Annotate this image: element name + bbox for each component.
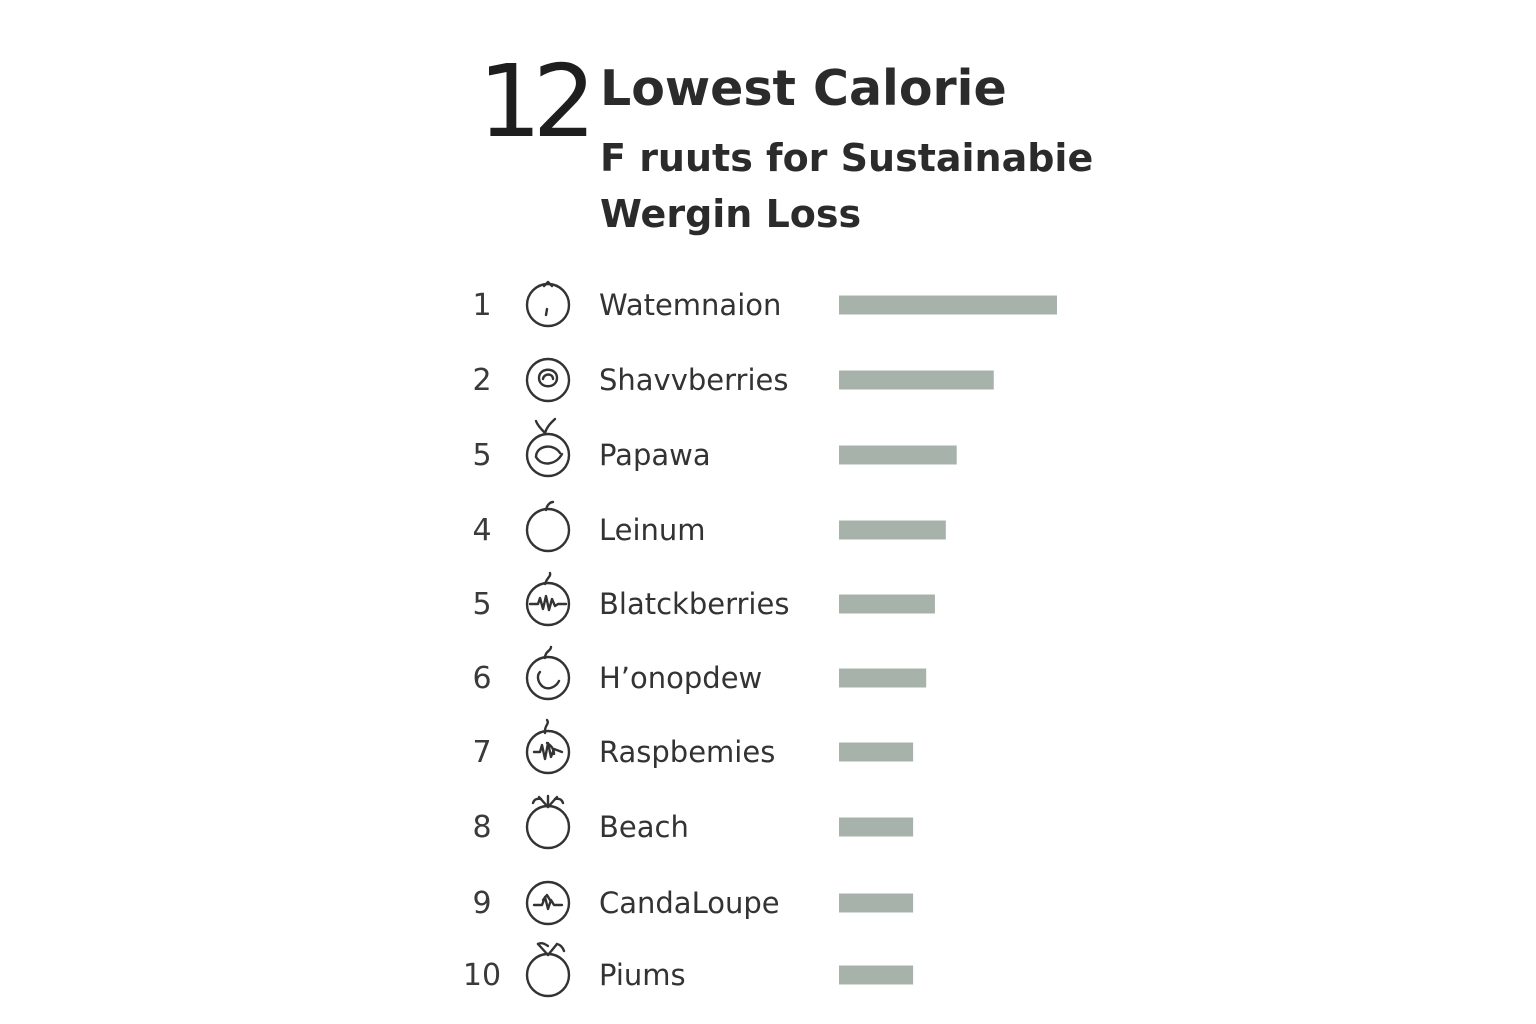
rank-number: 1 [472,288,491,323]
fruit-label: Leinum [599,513,706,547]
strawberry-icon [525,357,571,403]
bar [839,817,914,837]
blackberry-icon [525,571,571,627]
peach-icon [525,794,571,850]
rank-number: 8 [472,810,491,845]
fruit-label: Papawa [599,438,711,472]
fruit-label: Beach [599,810,689,844]
bar [839,520,946,540]
list-count-number: 12 [478,43,596,160]
page-subtitle-line-2: Wergin Loss [600,192,862,236]
rank-number: 6 [472,661,491,696]
fruit-label: H’onopdew [599,661,762,695]
cantaloupe-icon [525,880,571,926]
rank-number: 2 [472,363,491,398]
fruit-label: Piums [599,958,686,992]
fruit-label: Shavvberries [599,363,788,397]
fruit-label: Watemnaion [599,288,781,322]
bar [839,594,935,614]
page-subtitle-line-1: F ruuts for Sustainabie [600,136,1094,180]
bar [839,965,914,985]
rank-number: 5 [472,438,491,473]
honeydew-icon [525,645,571,701]
rank-number: 10 [463,958,501,993]
fruit-label: Raspbemies [599,735,775,769]
bar [839,893,914,913]
raspberry-icon [525,718,571,775]
bar [839,668,927,688]
bar [839,742,914,762]
rank-number: 7 [472,735,491,770]
rank-number: 9 [472,886,491,921]
fruit-label: Blatckberries [599,587,789,621]
watermelon-icon [525,280,571,328]
rank-number: 5 [472,587,491,622]
rank-number: 4 [472,513,491,548]
papaya-icon [525,417,571,478]
fruit-label: CandaLoupe [599,886,780,920]
lemon-icon [525,500,571,553]
bar [839,295,1057,315]
bar [839,370,994,390]
plum-icon [525,941,571,998]
bar [839,445,957,465]
page-title: Lowest Calorie [600,60,1007,117]
